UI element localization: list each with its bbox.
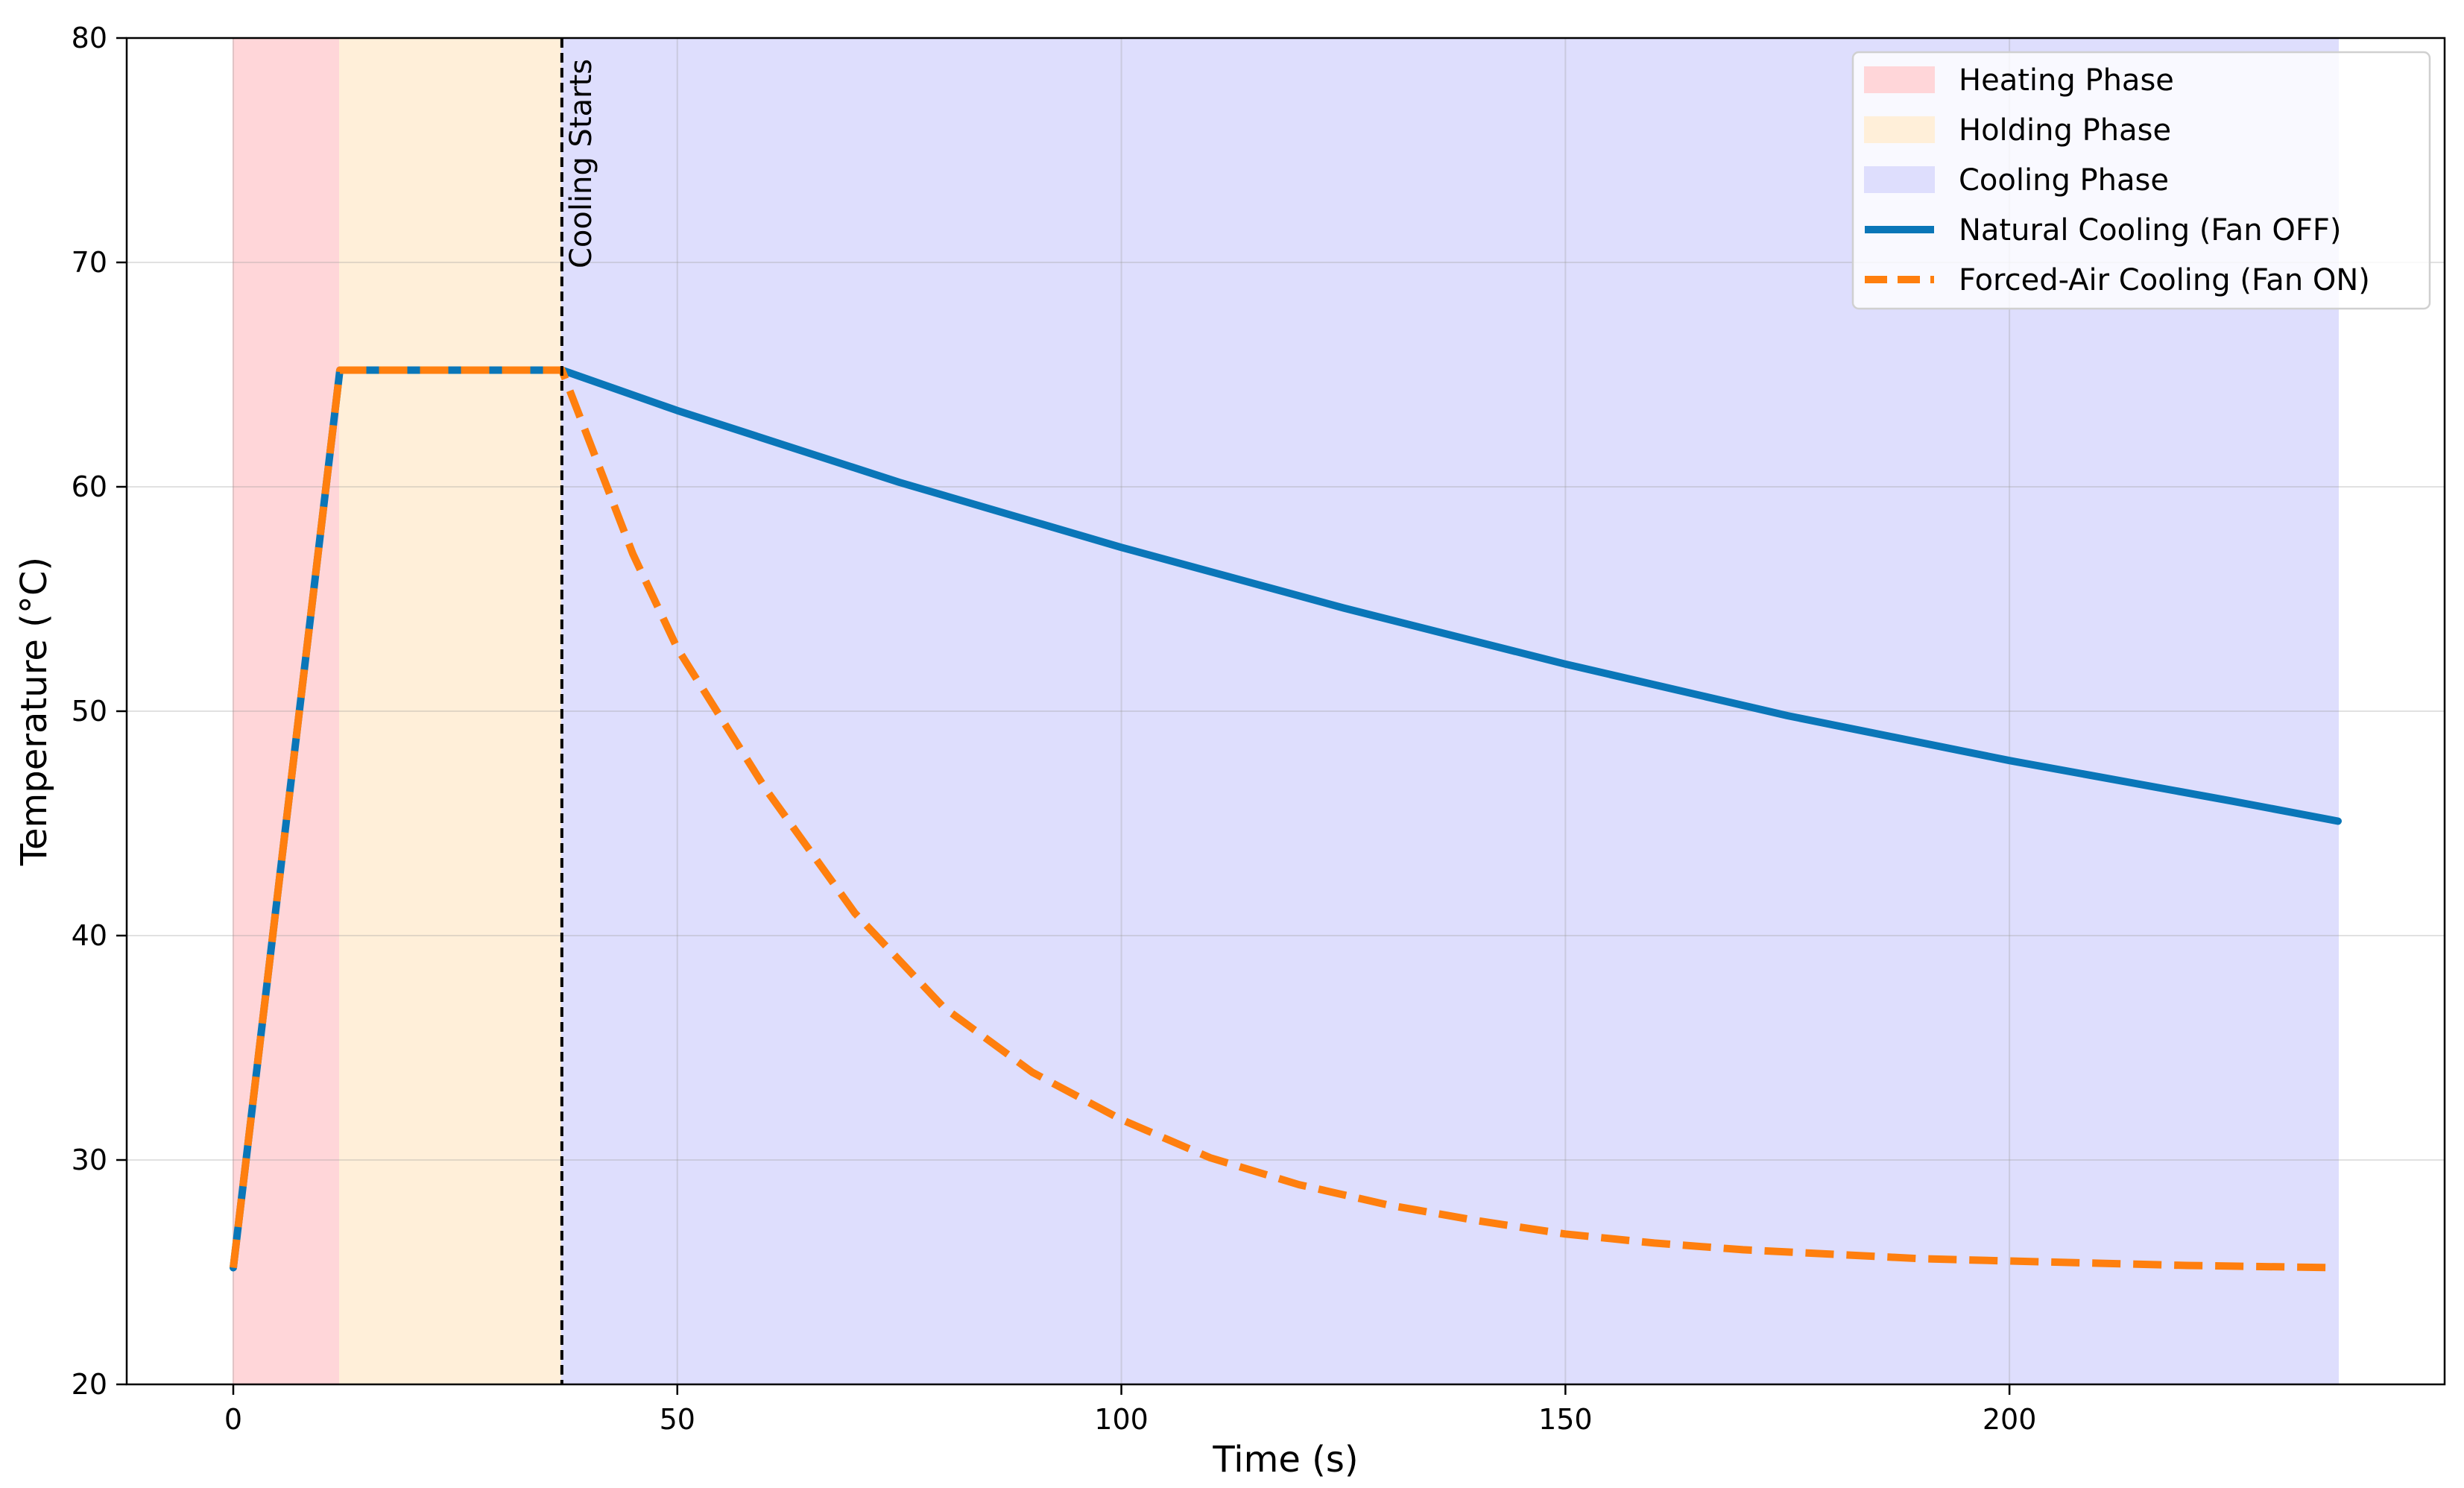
y-tick-label: 50 bbox=[72, 695, 107, 728]
y-tick-label: 60 bbox=[72, 470, 107, 503]
phase-band-holding-phase bbox=[338, 37, 563, 1385]
x-tick-label: 200 bbox=[1983, 1403, 2037, 1436]
legend-swatch-holding-phase bbox=[1864, 116, 1935, 143]
legend-label-forced-air-cooling-fan-on: Forced-Air Cooling (Fan ON) bbox=[1959, 263, 2370, 297]
legend-label-heating-phase: Heating Phase bbox=[1959, 63, 2174, 98]
legend-label-natural-cooling-fan-off: Natural Cooling (Fan OFF) bbox=[1959, 213, 2341, 248]
x-axis-label: Time (s) bbox=[1212, 1439, 1358, 1481]
legend: Heating Phase Holding Phase Cooling Phase N… bbox=[1851, 51, 2431, 310]
y-tick-label: 20 bbox=[72, 1368, 107, 1401]
axes-layer: 0 50 100 150 200 20 30 40 50 60 70 80 bbox=[72, 22, 2037, 1436]
y-tick-label: 30 bbox=[72, 1144, 107, 1176]
x-tick-label: 50 bbox=[660, 1403, 695, 1436]
y-tick-label: 70 bbox=[72, 246, 107, 279]
series-line-forced-air-cooling-fan-on bbox=[230, 366, 2339, 1272]
y-axis-label: Temperature (°C) bbox=[13, 557, 55, 866]
legend-box bbox=[1851, 51, 2431, 310]
y-tick-label: 80 bbox=[72, 22, 107, 54]
phase-band-heating-phase bbox=[232, 37, 341, 1385]
cooling-start-label: Cooling Starts bbox=[564, 59, 598, 268]
legend-swatch-cooling-phase bbox=[1864, 166, 1935, 193]
x-tick-label: 150 bbox=[1538, 1403, 1593, 1436]
x-tick-label: 0 bbox=[224, 1403, 242, 1436]
series-layer bbox=[230, 366, 2342, 1272]
legend-label-holding-phase: Holding Phase bbox=[1959, 113, 2171, 148]
legend-swatch-heating-phase bbox=[1864, 66, 1935, 93]
annotation-layer: Cooling Starts bbox=[560, 38, 598, 1384]
y-tick-label: 40 bbox=[72, 919, 107, 952]
legend-label-cooling-phase: Cooling Phase bbox=[1959, 163, 2169, 198]
x-tick-label: 100 bbox=[1094, 1403, 1149, 1436]
